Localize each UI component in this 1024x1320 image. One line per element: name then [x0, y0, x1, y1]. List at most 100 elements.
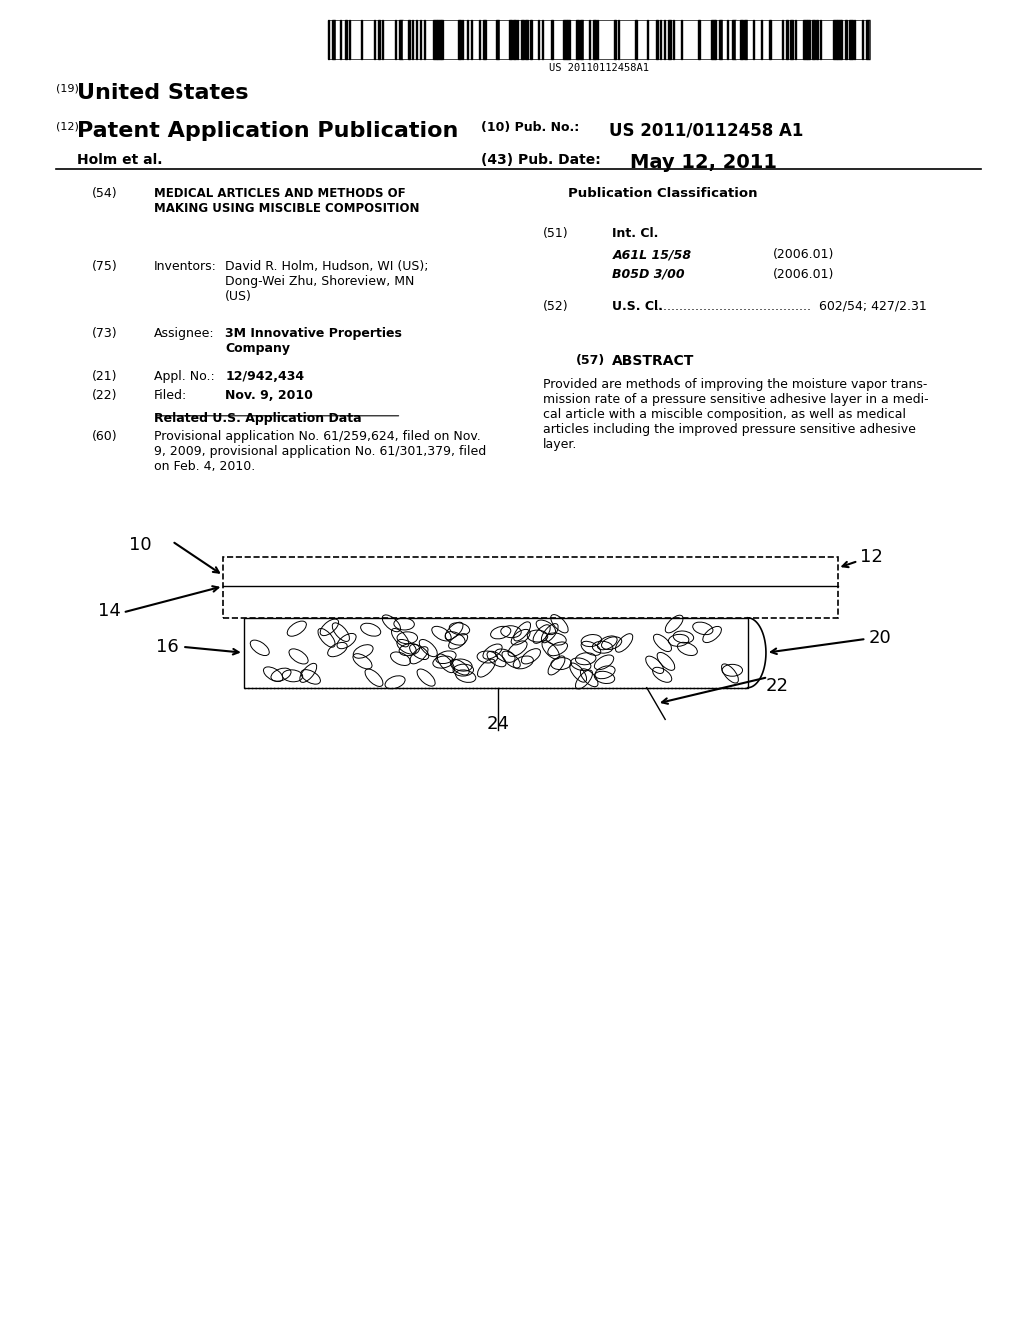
Text: (22): (22) [92, 389, 118, 403]
Bar [332, 20, 335, 59]
Bar [782, 20, 783, 59]
Bar [399, 20, 403, 59]
Bar [673, 20, 674, 59]
Bar [749, 20, 751, 59]
Bar [395, 20, 396, 59]
Bar [707, 20, 708, 59]
Text: (43) Pub. Date:: (43) Pub. Date: [481, 153, 601, 168]
Bar [769, 20, 771, 59]
Text: U.S. Cl.: U.S. Cl. [612, 300, 664, 313]
Bar [681, 20, 682, 59]
Bar [328, 20, 329, 59]
Bar [487, 20, 490, 59]
Bar [370, 20, 372, 59]
Text: Nov. 9, 2010: Nov. 9, 2010 [225, 389, 313, 403]
Bar [589, 20, 590, 59]
Bar [833, 20, 837, 59]
Text: 10: 10 [129, 536, 152, 554]
Bar [529, 20, 531, 59]
Bar [597, 20, 598, 59]
Bar [521, 20, 524, 59]
Text: May 12, 2011: May 12, 2011 [630, 153, 777, 172]
Text: 14: 14 [98, 602, 121, 620]
Text: United States: United States [77, 83, 248, 103]
Bar [639, 20, 640, 59]
Text: .......................................  602/54; 427/2.31: ....................................... … [655, 300, 927, 313]
Text: (54): (54) [92, 187, 118, 201]
Text: Appl. No.:: Appl. No.: [154, 370, 214, 383]
Bar [693, 20, 695, 59]
Bar [223, 557, 838, 618]
Text: A61L 15/58: A61L 15/58 [612, 248, 691, 261]
Text: (57): (57) [575, 354, 605, 367]
Bar [774, 20, 776, 59]
Text: (19): (19) [56, 83, 79, 94]
Text: US 20110112458A1: US 20110112458A1 [549, 63, 649, 74]
Bar [795, 20, 796, 59]
Text: 12: 12 [860, 548, 883, 566]
Bar [655, 20, 657, 59]
Text: (12): (12) [56, 121, 79, 132]
Bar [803, 20, 807, 59]
Bar [581, 20, 584, 59]
Bar [416, 20, 417, 59]
Bar [820, 20, 821, 59]
Bar [403, 20, 404, 59]
Text: US 2011/0112458 A1: US 2011/0112458 A1 [609, 121, 804, 140]
Bar [740, 20, 743, 59]
Bar [753, 20, 754, 59]
Text: (21): (21) [92, 370, 118, 383]
Text: Related U.S. Application Data: Related U.S. Application Data [154, 412, 361, 425]
Text: 12/942,434: 12/942,434 [225, 370, 304, 383]
Bar [791, 20, 793, 59]
Bar [635, 20, 637, 59]
Text: Provisional application No. 61/259,624, filed on Nov.
9, 2009, provisional appli: Provisional application No. 61/259,624, … [154, 430, 485, 474]
Bar [736, 20, 737, 59]
Text: Publication Classification: Publication Classification [568, 187, 758, 201]
Bar [429, 20, 431, 59]
Bar [702, 20, 707, 59]
Text: Inventors:: Inventors: [154, 260, 216, 273]
Text: (2006.01): (2006.01) [773, 268, 835, 281]
Bar [643, 20, 647, 59]
Bar [517, 20, 518, 59]
Bar [538, 20, 539, 59]
Bar [613, 20, 615, 59]
Bar [660, 20, 662, 59]
Bar [543, 20, 544, 59]
Bar [601, 20, 603, 59]
Bar [727, 20, 728, 59]
Text: Filed:: Filed: [154, 389, 186, 403]
Bar [567, 20, 569, 59]
Bar [412, 20, 413, 59]
Bar [454, 20, 455, 59]
Bar [420, 20, 421, 59]
Text: (52): (52) [543, 300, 568, 313]
Bar [551, 20, 553, 59]
Bar [627, 20, 629, 59]
Text: ABSTRACT: ABSTRACT [612, 354, 694, 368]
Bar [483, 20, 486, 59]
Bar [349, 20, 350, 59]
Text: 16: 16 [157, 638, 179, 656]
Bar [575, 20, 579, 59]
Bar [870, 20, 872, 59]
Bar [786, 20, 788, 59]
Text: (2006.01): (2006.01) [773, 248, 835, 261]
Bar [555, 20, 556, 59]
Bar [458, 20, 461, 59]
Text: 24: 24 [486, 715, 510, 734]
Bar [563, 20, 567, 59]
Bar [525, 20, 528, 59]
Bar [761, 20, 762, 59]
Bar [816, 20, 818, 59]
Bar [513, 20, 516, 59]
Bar [244, 618, 748, 688]
Bar [585, 20, 586, 59]
Bar [631, 20, 632, 59]
Bar [437, 20, 441, 59]
Bar [677, 20, 678, 59]
Text: (75): (75) [92, 260, 118, 273]
Bar [669, 20, 671, 59]
Text: (60): (60) [92, 430, 118, 444]
